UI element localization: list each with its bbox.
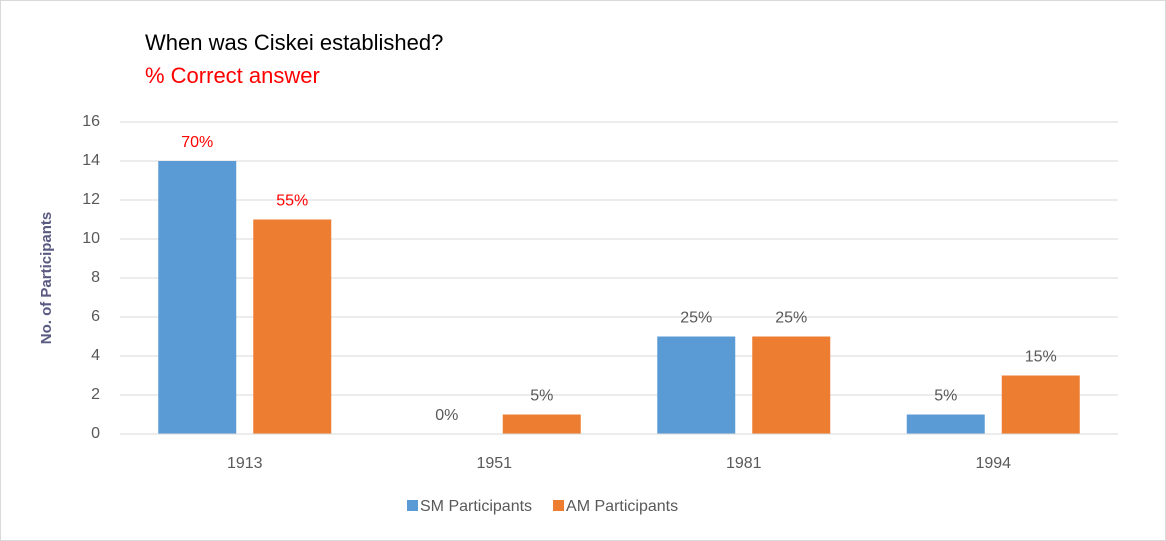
x-tick-label: 1913 [227,455,263,472]
data-label: 0% [435,407,458,424]
y-tick-label: 12 [82,191,100,208]
data-label: 25% [680,310,712,327]
data-label: 15% [1025,349,1057,366]
data-label: 70% [181,134,213,151]
legend-label: AM Participants [566,498,678,515]
y-tick-label: 0 [91,425,100,442]
data-label: 5% [934,388,957,405]
bar [657,336,736,434]
data-label: 5% [530,388,553,405]
chart-title: When was Ciskei established? [145,30,443,55]
legend-label: SM Participants [420,498,532,515]
data-label: 25% [775,310,807,327]
x-tick-label: 1951 [476,455,512,472]
bar [158,161,237,434]
y-tick-label: 8 [91,269,100,286]
y-tick-label: 6 [91,308,100,325]
bar [752,336,831,434]
x-tick-label: 1994 [975,455,1011,472]
legend-swatch [553,500,565,511]
bar [906,414,985,434]
y-tick-label: 16 [82,113,100,130]
y-tick-label: 14 [82,152,100,169]
data-label: 55% [276,193,308,210]
y-tick-label: 10 [82,230,100,247]
y-tick-label: 4 [91,347,100,364]
chart-subtitle: % Correct answer [145,63,320,88]
legend-swatch [407,500,418,511]
bar [1001,375,1080,434]
bar [253,219,332,434]
x-tick-label: 1981 [726,455,762,472]
y-tick-label: 2 [91,386,100,403]
y-axis-label: No. of Participants [38,212,55,345]
bar [502,414,581,434]
